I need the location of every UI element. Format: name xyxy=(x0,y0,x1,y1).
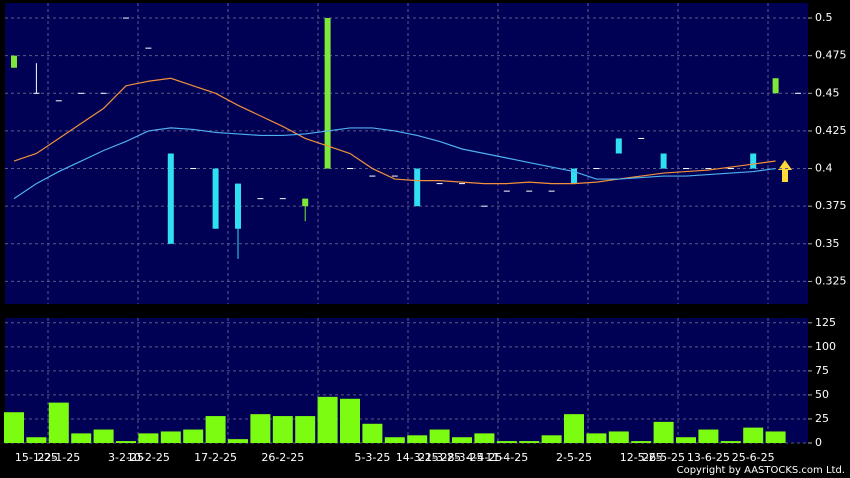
y-tick-label: 0.425 xyxy=(815,124,847,137)
candle-body xyxy=(772,78,779,94)
volume-bar xyxy=(608,431,629,443)
y-tick-label: 0.325 xyxy=(815,274,847,287)
volume-bar xyxy=(272,416,293,443)
x-tick-label: 11-4-25 xyxy=(485,451,528,464)
candle-body xyxy=(615,138,622,154)
x-tick-label: 17-2-25 xyxy=(194,451,237,464)
volume-bar xyxy=(586,433,607,443)
volume-bar xyxy=(116,441,136,443)
volume-bar xyxy=(676,437,696,443)
volume-bar xyxy=(564,414,584,443)
volume-bar xyxy=(452,437,472,443)
volume-bar xyxy=(138,433,159,443)
candle-body xyxy=(660,153,667,169)
volume-bar xyxy=(48,402,69,443)
y-tick-label: 0.35 xyxy=(815,237,840,250)
x-tick-label: 26-2-25 xyxy=(261,451,304,464)
volume-bar xyxy=(698,429,719,443)
volume-bar xyxy=(496,441,517,443)
volume-bar xyxy=(295,416,316,443)
volume-bar xyxy=(71,433,92,443)
signal-arrow xyxy=(778,160,792,182)
candle-body xyxy=(167,153,174,244)
volume-bar xyxy=(160,431,181,443)
x-tick-label: 22-1-25 xyxy=(37,451,80,464)
y-tick-label: 0.375 xyxy=(815,199,847,212)
price-panel xyxy=(5,3,808,304)
volume-bar xyxy=(340,398,360,443)
volume-bar xyxy=(407,435,428,443)
y-tick-label: 100 xyxy=(815,340,836,353)
volume-bar xyxy=(474,433,495,443)
candle-body xyxy=(750,153,757,169)
candle-body xyxy=(302,198,309,207)
volume-bar xyxy=(26,437,47,443)
volume-bar xyxy=(183,429,204,443)
candle-body xyxy=(324,18,331,169)
y-tick-label: 0.45 xyxy=(815,86,840,99)
volume-bar xyxy=(720,441,741,443)
y-tick-label: 0.475 xyxy=(815,49,847,62)
x-tick-label: 21-3-25 xyxy=(418,451,461,464)
x-tick-label: 10-2-25 xyxy=(127,451,170,464)
volume-bar xyxy=(205,416,226,443)
candle-body xyxy=(11,55,17,68)
candle-body xyxy=(212,168,219,229)
volume-bar xyxy=(362,423,383,443)
x-tick-label: 26-5-25 xyxy=(642,451,685,464)
volume-bar xyxy=(631,441,652,443)
candle-body xyxy=(571,168,577,184)
volume-bar xyxy=(4,412,24,443)
volume-bar xyxy=(317,396,338,443)
candle-body xyxy=(235,183,241,229)
volume-bar xyxy=(384,437,405,443)
y-tick-label: 0 xyxy=(815,436,822,449)
y-tick-label: 0.4 xyxy=(815,162,833,175)
x-tick-label: 25-6-25 xyxy=(732,451,775,464)
volume-bar xyxy=(743,427,764,443)
y-tick-label: 75 xyxy=(815,364,829,377)
y-tick-label: 50 xyxy=(815,388,829,401)
volume-panel xyxy=(5,318,808,443)
copyright: Copyright by AASTOCKS.com Ltd. xyxy=(677,465,845,476)
candle-body xyxy=(414,168,421,207)
x-tick-label: 3-2-25 xyxy=(108,451,144,464)
x-tick-label: 13-6-25 xyxy=(687,451,730,464)
y-tick-label: 0.5 xyxy=(815,11,833,24)
volume-bar xyxy=(93,429,114,443)
volume-bar xyxy=(429,429,450,443)
moving-average-line xyxy=(13,77,776,185)
volume-bar xyxy=(765,431,786,443)
x-tick-label: 12-5-25 xyxy=(620,451,663,464)
moving-average-line xyxy=(13,127,776,200)
y-tick-label: 25 xyxy=(815,412,829,425)
volume-bar xyxy=(519,441,540,443)
x-tick-label: 4-4-25 xyxy=(466,451,502,464)
volume-bar xyxy=(653,421,674,443)
x-tick-label: 14-3-25 xyxy=(396,451,439,464)
volume-bar xyxy=(541,435,562,443)
x-tick-label: 5-3-25 xyxy=(354,451,390,464)
x-tick-label: 28-3-25 xyxy=(441,451,484,464)
y-tick-label: 125 xyxy=(815,316,836,329)
volume-bar xyxy=(228,439,248,443)
x-tick-label: 2-5-25 xyxy=(556,451,592,464)
volume-bar xyxy=(250,414,271,443)
x-tick-label: 15-1-25 xyxy=(15,451,58,464)
